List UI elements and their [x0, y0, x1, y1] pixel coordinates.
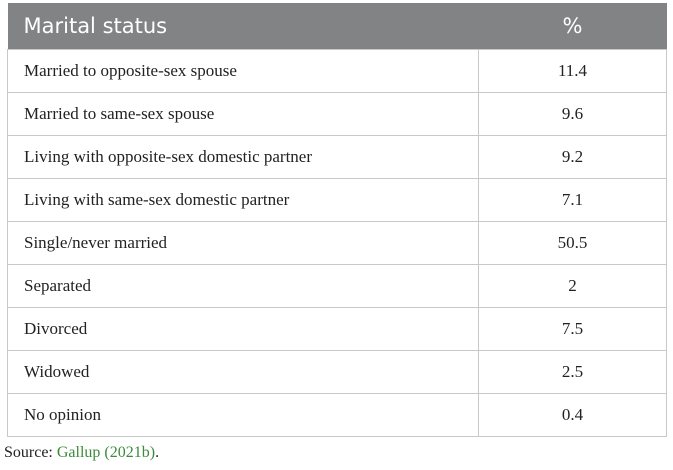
source-prefix: Source:: [4, 444, 53, 461]
percent-cell: 0.4: [478, 393, 667, 437]
header-row: Marital status %: [7, 3, 667, 50]
status-cell: Separated: [7, 264, 479, 308]
percent-cell: 2.5: [478, 350, 667, 394]
table-row: Married to opposite-sex spouse 11.4: [7, 49, 667, 93]
status-cell: Single/never married: [7, 221, 479, 265]
source-note: Source: Gallup (2021b).: [4, 444, 159, 462]
table-body: Married to opposite-sex spouse 11.4 Marrie…: [7, 49, 667, 437]
source-link[interactable]: Gallup (2021b): [56, 444, 156, 461]
status-cell: Living with same-sex domestic partner: [7, 178, 479, 222]
percent-cell: 9.2: [478, 135, 667, 179]
table-row: Married to same-sex spouse 9.6: [7, 92, 667, 136]
table-row: Widowed 2.5: [7, 350, 667, 394]
table-row: Living with same-sex domestic partner 7.1: [7, 178, 667, 222]
percent-cell: 50.5: [478, 221, 667, 265]
table-row: Single/never married 50.5: [7, 221, 667, 265]
header-cell: Marital status: [7, 3, 479, 50]
percent-cell: 2: [478, 264, 667, 308]
table-row: Living with opposite-sex domestic partne…: [7, 135, 667, 179]
status-cell: Divorced: [7, 307, 479, 351]
status-cell: Widowed: [7, 350, 479, 394]
table-head: Marital status %: [7, 3, 667, 50]
data-table: Marital status % Married to opposite-sex…: [7, 3, 667, 437]
source-suffix: .: [155, 444, 160, 461]
table-row: Separated 2: [7, 264, 667, 308]
percent-cell: 7.1: [478, 178, 667, 222]
percent-cell: 11.4: [478, 49, 667, 93]
percent-cell: 9.6: [478, 92, 667, 136]
status-cell: Living with opposite-sex domestic partne…: [7, 135, 479, 179]
header-cell: %: [478, 3, 667, 50]
percent-cell: 7.5: [478, 307, 667, 351]
status-cell: No opinion: [7, 393, 479, 437]
table-row: Divorced 7.5: [7, 307, 667, 351]
status-cell: Married to same-sex spouse: [7, 92, 479, 136]
status-cell: Married to opposite-sex spouse: [7, 49, 479, 93]
table-row: No opinion 0.4: [7, 393, 667, 437]
